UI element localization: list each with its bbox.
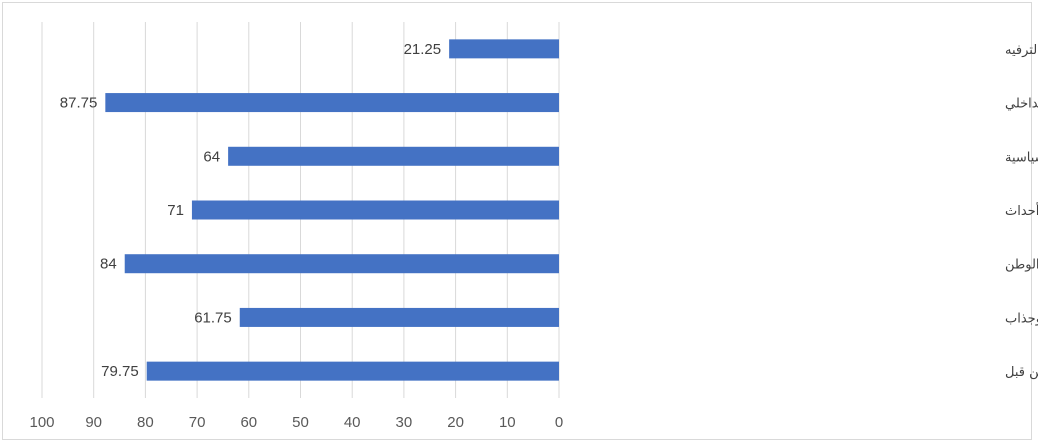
category-label: لأجل التعرف على قصص الشهداء الذين ضحوا ب…	[1005, 256, 1038, 273]
x-tick-label: 40	[344, 414, 361, 431]
data-label: 71	[167, 202, 184, 219]
data-label: 87.75	[60, 95, 98, 112]
category-label: معرفة أحداث الثورة التي عاصرها الشباب ال…	[1005, 202, 1038, 219]
bar	[239, 307, 559, 327]
category-label: لأنها تنمي روح الوطنية والانتماء بداخلي	[1005, 95, 1038, 112]
x-tick-label: 60	[240, 414, 257, 431]
bar	[124, 254, 559, 274]
x-tick-label: 30	[396, 414, 413, 431]
bar	[449, 39, 559, 59]
category-labels: للتسلية والترفيه لأنها تنمي روح الوطنية و…	[1005, 43, 1038, 380]
category-label: معرفة الأسرار والتفاصيل التي لم يتم تناو…	[1005, 363, 1038, 380]
x-tick-label: 50	[292, 414, 309, 431]
category-label: متابعة تفاصيل الأحداث التاريخية السياسية	[1005, 148, 1038, 165]
x-tick-label: 80	[137, 414, 154, 431]
x-tick-label: 20	[447, 414, 464, 431]
category-label: تقديم الأحداث السياسية في قالب درامي شيق…	[1005, 309, 1038, 326]
bar	[191, 200, 559, 220]
x-tick-label: 0	[555, 414, 563, 431]
x-tick-label: 70	[189, 414, 206, 431]
bar	[105, 93, 560, 113]
data-label: 21.25	[404, 41, 442, 58]
data-label: 79.75	[101, 363, 139, 380]
data-label: 61.75	[194, 309, 232, 326]
x-tick-label: 100	[29, 414, 54, 431]
category-label: للتسلية والترفيه	[1005, 43, 1038, 58]
gridlines	[41, 22, 560, 398]
data-labels: 21.25 87.75 64 71 84 61.75 79.75	[60, 41, 441, 380]
data-label: 64	[203, 148, 220, 165]
data-label: 84	[100, 256, 117, 273]
x-axis-tick-labels: 0 10 20 30 40 50 60 70 80 90 100	[29, 414, 563, 431]
bars	[105, 39, 560, 381]
x-tick-label: 90	[85, 414, 102, 431]
x-tick-label: 10	[499, 414, 516, 431]
bar	[228, 146, 559, 166]
bar	[146, 361, 559, 381]
